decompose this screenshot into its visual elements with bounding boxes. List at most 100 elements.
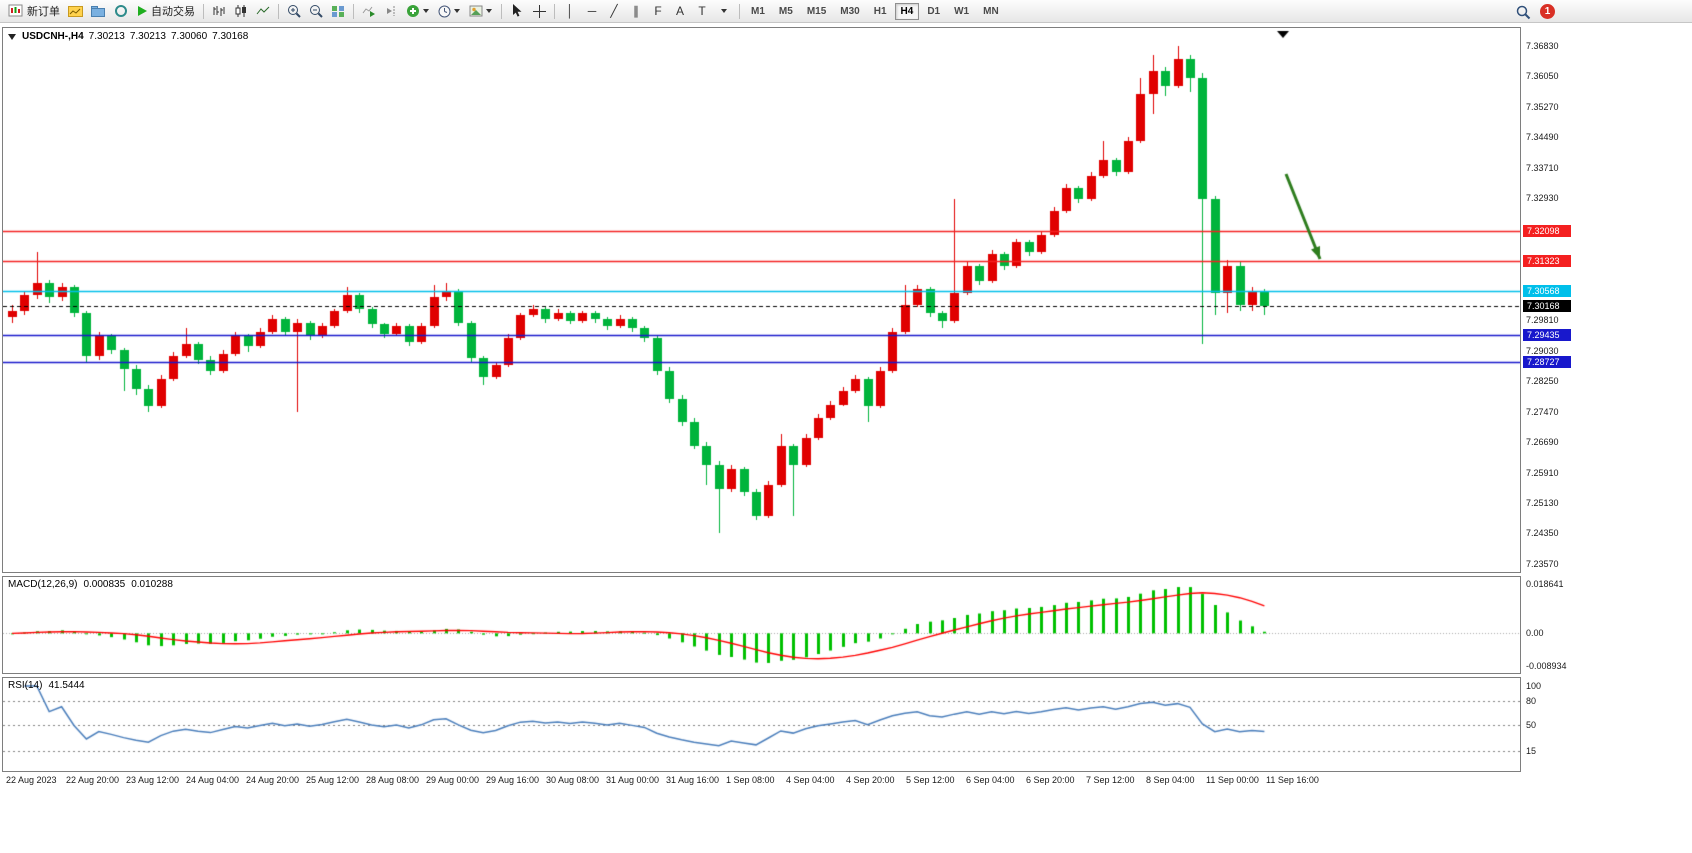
price-axis-label: 7.28250 (1526, 376, 1559, 387)
auto-trading-button[interactable]: 自动交易 (132, 1, 199, 21)
price-axis-label: 7.29030 (1526, 345, 1559, 356)
ohlc-low: 7.30060 (170, 31, 208, 42)
price-axis-label: 7.27470 (1526, 406, 1559, 417)
profiles-button[interactable] (87, 1, 110, 21)
line-chart-icon (256, 6, 270, 15)
candlestick-chart-button[interactable] (230, 1, 252, 21)
timeframe-button-d1[interactable]: D1 (921, 3, 946, 20)
rsi-axis-label: 80 (1526, 696, 1537, 707)
notification-badge[interactable]: 1 (1540, 4, 1555, 19)
ohlc-close: 7.30168 (212, 31, 249, 42)
crosshair-button[interactable] (528, 1, 550, 21)
refresh-button[interactable] (110, 1, 132, 21)
bar-chart-icon (213, 6, 225, 16)
chart-symbol-period: USDCNH-,H4 (22, 31, 84, 42)
time-axis-label: 31 Aug 16:00 (666, 775, 720, 785)
time-axis-label: 11 Sep 16:00 (1266, 775, 1319, 785)
chart-collapse-icon[interactable] (7, 32, 17, 42)
macd-label: MACD(12,26,9) 0.000835 0.010288 (8, 579, 173, 590)
macd-axis-label: 0.018641 (1526, 579, 1564, 589)
timeframe-button-m5[interactable]: M5 (773, 3, 799, 20)
timeframe-button-h1[interactable]: H1 (868, 3, 893, 20)
zoom-in-button[interactable] (283, 1, 305, 21)
trendline-button[interactable]: ╱ (603, 1, 625, 21)
chart-shift-button[interactable] (380, 1, 402, 21)
macd-name: MACD(12,26,9) (8, 579, 78, 590)
timeframe-button-m1[interactable]: M1 (745, 3, 771, 20)
macd-canvas[interactable] (3, 577, 1520, 673)
price-level-tag: 7.29435 (1523, 328, 1571, 341)
timeframe-button-w1[interactable]: W1 (948, 3, 975, 20)
horizontal-line-button[interactable]: ─ (581, 1, 603, 21)
price-axis-label: 7.34490 (1526, 132, 1559, 143)
macd-pane: MACD(12,26,9) 0.000835 0.010288 (2, 576, 1521, 674)
time-axis-label: 25 Aug 12:00 (306, 775, 360, 785)
zoom-out-button[interactable] (305, 1, 327, 21)
toolbar-separator (353, 3, 354, 19)
toolbar-separator (203, 3, 204, 19)
rsi-canvas[interactable] (3, 678, 1520, 771)
price-axis-label: 7.32930 (1526, 193, 1559, 204)
indicators-button[interactable] (402, 1, 434, 21)
price-axis-label: 7.36830 (1526, 40, 1559, 51)
macd-value-signal: 0.010288 (131, 579, 173, 590)
current-price-tag: 7.30168 (1523, 300, 1571, 313)
toolbar-separator (554, 3, 555, 19)
templates-button[interactable] (465, 1, 497, 21)
price-chart-canvas[interactable] (3, 28, 1520, 572)
auto-scroll-button[interactable] (358, 1, 380, 21)
bar-chart-button[interactable] (208, 1, 230, 21)
new-chart-button[interactable] (64, 1, 87, 21)
timeframe-button-mn[interactable]: MN (977, 3, 1005, 20)
text-label-button[interactable]: T (691, 1, 713, 21)
time-axis[interactable]: 22 Aug 2023 22 Aug 20:00 23 Aug 12:00 24 Au… (2, 774, 1521, 788)
toolbar-separator (739, 3, 740, 19)
rsi-label: RSI(14) 41.5444 (8, 680, 85, 691)
chevron-down-icon (486, 8, 492, 13)
price-chart-pane: USDCNH-,H4 7.30213 7.30213 7.30060 7.301… (2, 27, 1521, 573)
time-axis-label: 11 Sep 00:00 (1206, 775, 1259, 785)
price-axis[interactable]: 7.36830 7.36050 7.35270 7.34490 7.33710 7.329… (1522, 0, 1592, 853)
time-axis-label: 5 Sep 12:00 (906, 775, 955, 785)
price-axis-label: 7.33710 (1526, 162, 1559, 173)
timeframe-button-h4[interactable]: H4 (894, 2, 920, 20)
time-axis-label: 24 Aug 04:00 (186, 775, 240, 785)
search-button[interactable] (1512, 2, 1535, 22)
auto-trading-label: 自动交易 (151, 6, 195, 18)
new-order-button[interactable]: 新订单 (4, 1, 64, 21)
cursor-icon (512, 4, 521, 17)
new-order-label: 新订单 (27, 6, 60, 18)
time-axis-label: 30 Aug 08:00 (546, 775, 600, 785)
arrows-button[interactable] (713, 1, 735, 21)
timeframe-button-m30[interactable]: M30 (834, 3, 865, 20)
macd-axis-label: 0.00 (1526, 628, 1544, 639)
tile-windows-icon (332, 5, 344, 17)
toolbar-separator (501, 3, 502, 19)
line-chart-button[interactable] (252, 1, 274, 21)
rsi-axis-label: 15 (1526, 746, 1537, 757)
vertical-line-button[interactable]: │ (559, 1, 581, 21)
text-button[interactable]: A (669, 1, 691, 21)
price-axis-label: 7.25130 (1526, 497, 1559, 508)
rsi-axis-label: 50 (1526, 719, 1537, 730)
time-axis-label: 4 Sep 04:00 (786, 775, 835, 785)
zoom-out-icon (310, 5, 323, 18)
cursor-button[interactable] (506, 1, 528, 21)
refresh-icon (115, 5, 127, 17)
periods-button[interactable] (434, 1, 465, 21)
time-axis-label: 22 Aug 20:00 (66, 775, 120, 785)
time-axis-label: 1 Sep 08:00 (726, 775, 775, 785)
ohlc-open: 7.30213 (88, 31, 125, 42)
indicators-icon (407, 5, 419, 17)
fibonacci-button[interactable]: F (647, 1, 669, 21)
time-axis-label: 23 Aug 12:00 (126, 775, 180, 785)
timeframe-button-m15[interactable]: M15 (801, 3, 832, 20)
time-axis-label: 28 Aug 08:00 (366, 775, 420, 785)
rsi-axis-label: 100 (1526, 681, 1542, 691)
rsi-value: 41.5444 (48, 680, 85, 691)
equidistant-channel-button[interactable]: ∥ (625, 1, 647, 21)
auto-scroll-icon (362, 6, 375, 17)
price-level-tag: 7.30568 (1523, 284, 1571, 297)
tile-windows-button[interactable] (327, 1, 349, 21)
timeframe-group: M1 M5 M15 M30 H1 H4 D1 W1 MN (744, 2, 1006, 20)
